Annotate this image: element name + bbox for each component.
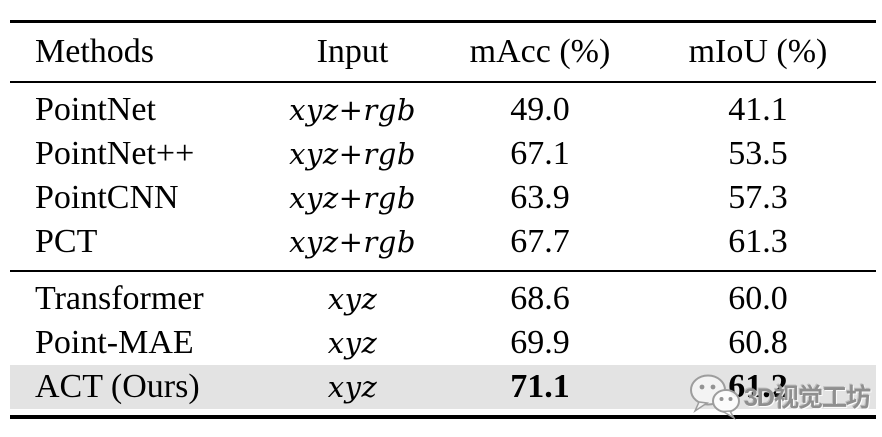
method-cell: PointNet++	[35, 135, 195, 172]
column-header-methods: Methods	[35, 33, 154, 70]
miou-cell: 61.3	[728, 223, 788, 260]
miou-cell: 60.0	[728, 280, 788, 317]
miou-cell: 41.1	[728, 91, 788, 128]
column-header-macc: mAcc (%)	[469, 33, 611, 70]
input-cell: xyz	[327, 281, 378, 316]
header-rule	[10, 81, 876, 83]
input-cell: xyz+rgb	[289, 224, 416, 259]
miou-cell: 57.3	[728, 179, 788, 216]
table-row: PointNet++ xyz+rgb 67.1 53.5	[10, 132, 876, 176]
macc-cell: 49.0	[510, 91, 570, 128]
method-cell: ACT (Ours)	[35, 368, 200, 405]
input-cell: xyz+rgb	[289, 92, 416, 127]
table-row: Transformer xyz 68.6 60.0	[10, 277, 876, 321]
macc-cell: 67.1	[510, 135, 570, 172]
method-cell: PointCNN	[35, 179, 179, 216]
miou-cell: 60.8	[728, 324, 788, 361]
table-row: PointNet xyz+rgb 49.0 41.1	[10, 88, 876, 132]
method-cell: Transformer	[35, 280, 204, 317]
input-cell: xyz	[327, 325, 378, 360]
results-table: Methods Input mAcc (%) mIoU (%) PointNet…	[10, 20, 876, 419]
method-cell: PointNet	[35, 91, 156, 128]
macc-cell-best: 71.1	[510, 368, 570, 405]
table-row: PCT xyz+rgb 67.7 61.3	[10, 220, 876, 264]
method-cell: Point-MAE	[35, 324, 194, 361]
miou-cell-best: 61.2	[728, 368, 788, 405]
miou-cell: 53.5	[728, 135, 788, 172]
column-header-input: Input	[316, 33, 389, 70]
header-row: Methods Input mAcc (%) mIoU (%)	[10, 23, 876, 81]
section-rgb-methods: PointNet xyz+rgb 49.0 41.1 PointNet++ xy…	[10, 83, 876, 270]
bottom-rule	[10, 415, 876, 419]
table-row-ours-highlighted: ACT (Ours) xyz 71.1 61.2	[10, 365, 876, 409]
macc-cell: 68.6	[510, 280, 570, 317]
table-row: Point-MAE xyz 69.9 60.8	[10, 321, 876, 365]
macc-cell: 67.7	[510, 223, 570, 260]
macc-cell: 69.9	[510, 324, 570, 361]
method-cell: PCT	[35, 223, 98, 260]
input-cell: xyz	[327, 369, 378, 404]
mid-rule	[10, 270, 876, 272]
top-rule	[10, 20, 876, 23]
input-cell: xyz+rgb	[289, 136, 416, 171]
macc-cell: 63.9	[510, 179, 570, 216]
section-xyz-methods: Transformer xyz 68.6 60.0 Point-MAE xyz …	[10, 272, 876, 415]
column-header-miou: mIoU (%)	[688, 33, 828, 70]
input-cell: xyz+rgb	[289, 180, 416, 215]
table-row: PointCNN xyz+rgb 63.9 57.3	[10, 176, 876, 220]
